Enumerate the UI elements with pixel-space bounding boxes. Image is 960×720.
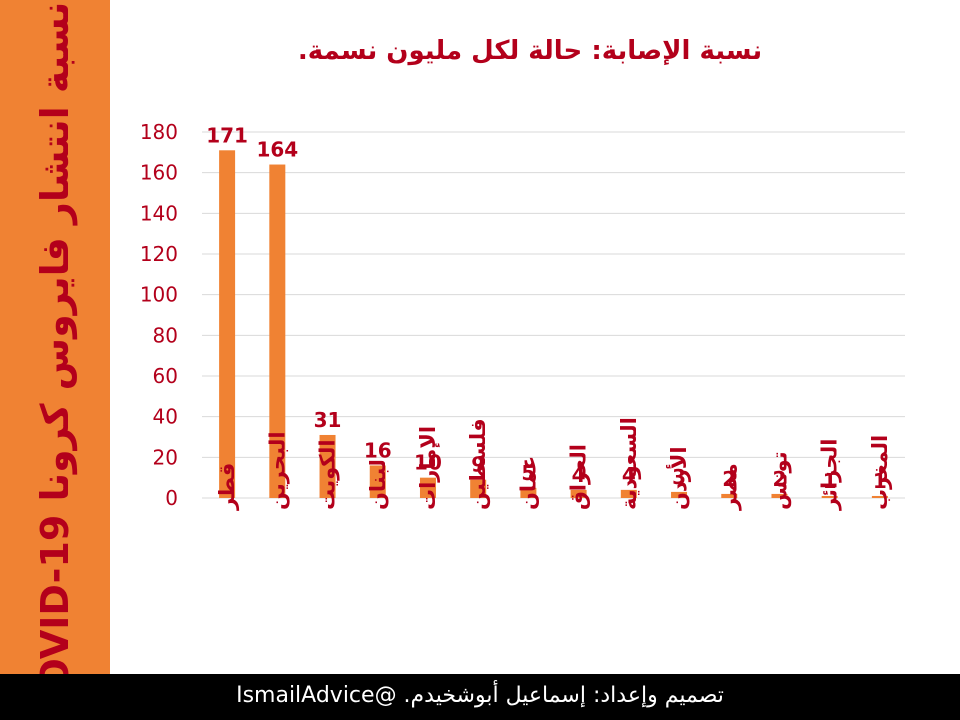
bar	[771, 493, 788, 498]
bar	[369, 465, 386, 498]
category-label: فلسطين	[466, 418, 490, 510]
bar	[269, 164, 286, 498]
bar	[470, 479, 487, 498]
category-label: تونس	[767, 451, 791, 510]
category-label: الإمارات	[416, 426, 440, 510]
data-label: 16	[364, 438, 392, 462]
bar	[319, 434, 336, 498]
data-label: 4	[572, 463, 586, 487]
y-tick-label: 160	[140, 161, 178, 185]
category-label: الأردن	[665, 446, 691, 510]
data-label: 2	[722, 467, 736, 491]
category-label: مصر	[717, 463, 741, 511]
bar	[219, 150, 236, 499]
bar	[419, 477, 436, 498]
bar	[520, 487, 537, 498]
data-label: 1	[873, 469, 887, 493]
category-label: عمان	[516, 456, 540, 510]
category-label: قطر	[215, 463, 239, 511]
y-tick-label: 120	[140, 242, 178, 266]
data-label: 2	[773, 467, 787, 491]
footer-credit: تصميم وإعداد: إسماعيل أبوشخيدم. @IsmailA…	[236, 683, 724, 708]
category-label: العراق	[567, 444, 591, 510]
chart-title: نسبة الإصابة: حالة لكل مليون نسمة.	[297, 36, 763, 66]
category-label: البحرين	[265, 431, 289, 510]
category-label: السعودية	[617, 417, 641, 510]
y-tick-label: 60	[153, 364, 178, 388]
bar	[620, 489, 637, 498]
data-label: 164	[256, 138, 298, 162]
data-label: 3	[672, 465, 686, 489]
y-tick-label: 40	[153, 405, 178, 429]
bar	[721, 493, 738, 498]
bar	[821, 495, 838, 498]
bar	[570, 489, 587, 498]
category-label: المغرب	[868, 435, 892, 510]
data-label: 171	[206, 123, 248, 147]
y-tick-label: 140	[140, 201, 178, 225]
data-label: 4	[622, 463, 636, 487]
data-label: 1	[823, 469, 837, 493]
y-tick-label: 180	[140, 120, 178, 144]
y-tick-label: 100	[140, 283, 178, 307]
y-tick-label: 80	[153, 323, 178, 347]
y-tick-label: 0	[165, 486, 178, 510]
side-title: COVID-19 نسبة انتشار فايروس كرونا	[33, 1, 77, 719]
category-label: الكويت	[316, 439, 340, 510]
data-label: 9	[471, 453, 485, 477]
category-label: الجزائر	[818, 439, 842, 511]
y-tick-label: 20	[153, 445, 178, 469]
data-label: 31	[314, 408, 342, 432]
data-label: 5	[521, 461, 535, 485]
bar	[871, 495, 888, 498]
category-label: لبنان	[366, 459, 390, 510]
data-label: 10	[414, 451, 442, 475]
side-panel: COVID-19 نسبة انتشار فايروس كرونا	[0, 0, 110, 718]
bar	[671, 491, 688, 498]
footer-bar: تصميم وإعداد: إسماعيل أبوشخيدم. @IsmailA…	[0, 674, 960, 720]
